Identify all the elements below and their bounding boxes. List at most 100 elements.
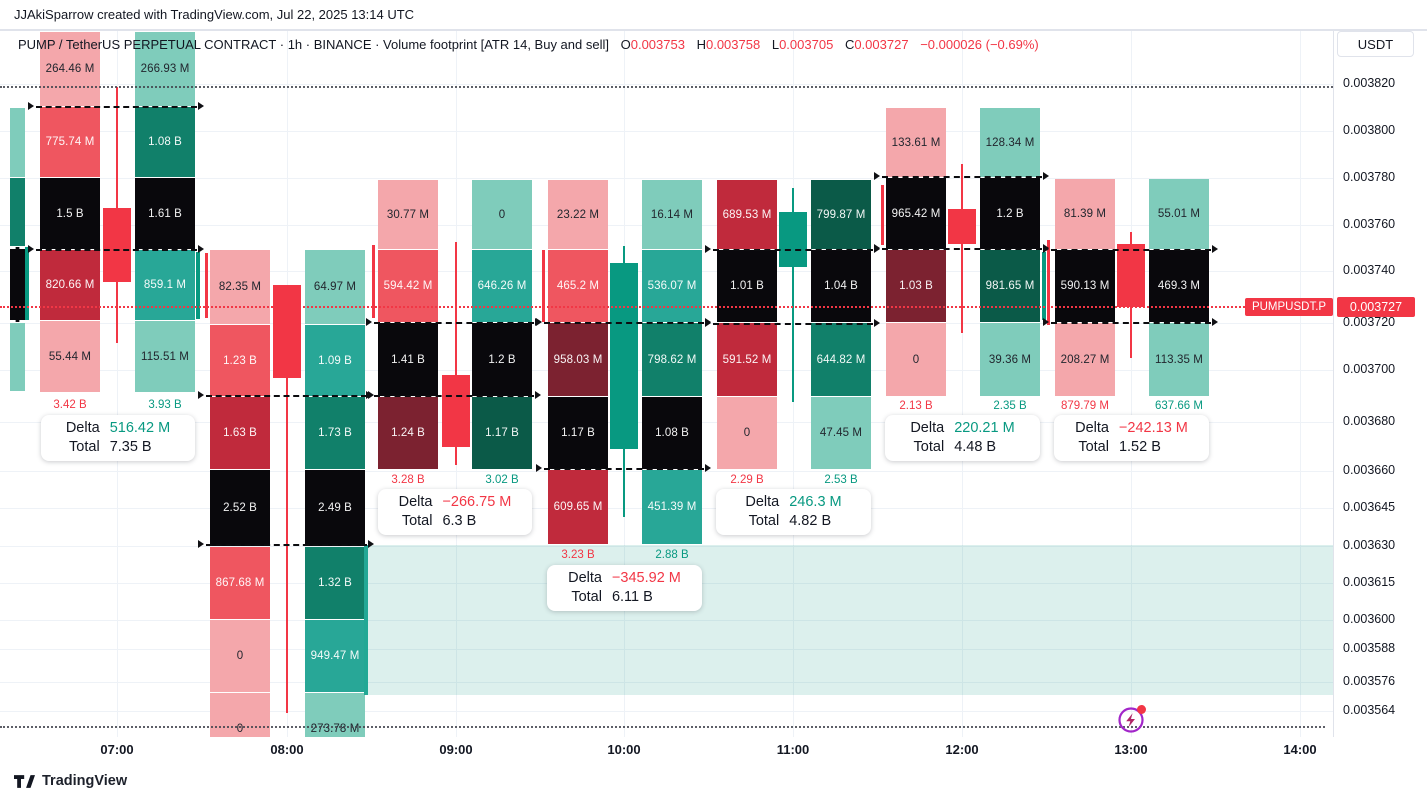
footprint-cell-buy: 128.34 M <box>980 108 1040 177</box>
tradingview-logo-icon[interactable] <box>14 774 35 789</box>
marker-arrow-icon <box>28 102 34 110</box>
total-value: 6.3 B <box>442 513 477 529</box>
time-tick-label: 14:00 <box>1283 742 1317 757</box>
price-axis-divider <box>1333 30 1334 765</box>
delta-total-card: Delta −345.92 M Total 6.11 B <box>547 565 702 611</box>
price-tick-label: 0.003660 <box>1343 463 1396 477</box>
candle-body <box>442 375 470 447</box>
symbol-summary[interactable]: PUMP / TetherUS PERPETUAL CONTRACT · 1h … <box>18 37 609 52</box>
currency-toggle-button[interactable]: USDT <box>1337 31 1414 57</box>
footprint-cell-sell: 0 <box>210 620 270 692</box>
footprint-cell-buy: 1.09 B <box>305 325 365 396</box>
last-price-dotted-line <box>0 306 1245 308</box>
candle-body <box>610 263 638 449</box>
price-tick-label: 0.003760 <box>1343 217 1396 231</box>
footprint-cell-buy: 451.39 M <box>642 470 702 544</box>
candle-body <box>103 208 131 282</box>
price-tick-label: 0.003564 <box>1343 703 1396 717</box>
total-value: 7.35 B <box>109 439 152 455</box>
candle-wick <box>286 285 288 713</box>
atr-range-box <box>365 545 1333 695</box>
marker-arrow-icon <box>366 391 372 399</box>
marker-arrow-icon <box>198 540 204 548</box>
footprint-cell-buy: 113.35 M <box>1149 323 1209 396</box>
price-tick-label: 0.003680 <box>1343 414 1396 428</box>
footprint-cell-sell: 590.13 M <box>1055 250 1115 322</box>
marker-arrow-icon <box>1212 245 1218 253</box>
footer-bar: TradingView <box>0 765 1427 797</box>
total-value: 4.82 B <box>789 513 832 529</box>
open-close-marker-line <box>206 544 367 546</box>
marker-arrow-icon <box>874 319 880 327</box>
open-close-marker-line <box>544 468 704 470</box>
footprint-cell-buy: 55.01 M <box>1149 179 1209 249</box>
candle-body <box>25 247 29 320</box>
time-axis[interactable]: 07:00 08:00 09:00 10:00 11:00 12:00 13:00 14:00 <box>0 737 1427 765</box>
sell-total-label: 3.42 B <box>53 399 87 411</box>
footprint-cell-buy: 47.45 M <box>811 397 871 469</box>
candle-wick <box>455 242 457 465</box>
footprint-cell-sell: 1.63 B <box>210 397 270 469</box>
ohlc-open: O0.003753 <box>620 37 685 52</box>
sell-total-label: 3.23 B <box>561 549 595 561</box>
delta-total-card: Delta 220.21 M Total 4.48 B <box>885 415 1040 461</box>
flash-indicator-icon[interactable] <box>1117 705 1146 734</box>
candle-wick <box>792 188 794 402</box>
footprint-cell-sell: 1.41 B <box>378 323 438 396</box>
imbalance-strip <box>196 252 200 319</box>
imbalance-strip <box>205 253 208 318</box>
footprint-cell-buy: 859.1 M <box>135 250 195 320</box>
footprint-cell-sell: 594.42 M <box>378 250 438 322</box>
footprint-cell-buy: 2.49 B <box>305 470 365 546</box>
sell-total-label: 3.28 B <box>391 474 425 486</box>
total-label: Total <box>69 439 100 455</box>
price-change: −0.000026 (−0.69%) <box>920 37 1039 52</box>
open-close-marker-line <box>882 176 1042 178</box>
tradingview-logo-text[interactable]: TradingView <box>42 773 128 789</box>
price-tick-label: 0.003615 <box>1343 575 1396 589</box>
open-close-marker-line <box>713 323 873 325</box>
total-label: Total <box>913 439 945 455</box>
marker-arrow-icon <box>874 172 880 180</box>
footprint-cell-sell: 82.35 M <box>210 250 270 324</box>
marker-arrow-icon <box>705 245 711 253</box>
marker-arrow-icon <box>1212 318 1218 326</box>
total-value: 6.11 B <box>611 589 653 605</box>
footprint-cell-sell: 1.01 B <box>717 250 777 322</box>
footprint-cell-buy: 64.97 M <box>305 250 365 324</box>
marker-arrow-icon <box>705 464 711 472</box>
imbalance-strip <box>1047 240 1050 325</box>
footprint-cell-sell: 81.39 M <box>1055 179 1115 249</box>
open-close-marker-line <box>374 395 534 397</box>
footprint-cell-buy <box>10 108 25 177</box>
delta-total-card: Delta −242.13 M Total 1.52 B <box>1054 415 1209 461</box>
price-tick-label: 0.003780 <box>1343 170 1396 184</box>
delta-label: Delta <box>1075 420 1109 436</box>
candle-body <box>1117 244 1145 307</box>
footprint-cell-buy: 1.61 B <box>135 178 195 249</box>
notification-dot <box>1137 705 1146 714</box>
delta-value: 220.21 M <box>954 420 1015 436</box>
sell-total-label: 879.79 M <box>1061 400 1109 412</box>
delta-label: Delta <box>398 494 433 510</box>
high-marker-dotted-line <box>0 86 1333 88</box>
price-tick-label: 0.003820 <box>1343 76 1396 90</box>
delta-label: Delta <box>568 570 602 586</box>
candle-body <box>779 212 807 267</box>
total-label: Total <box>1078 439 1109 455</box>
marker-arrow-icon <box>1043 172 1049 180</box>
marker-arrow-icon <box>198 245 204 253</box>
last-price-chip: 0.003727 <box>1337 297 1415 317</box>
price-axis[interactable]: 0.003820 0.003800 0.003780 0.003760 0.003740… <box>1334 0 1427 737</box>
chart-plot-area[interactable]: 264.46 M 266.93 M 775.74 M 1.08 B 1.5 B 1.61 … <box>0 0 1333 737</box>
footprint-cell-buy: 1.08 B <box>642 397 702 469</box>
price-tick-label: 0.003720 <box>1343 315 1396 329</box>
sell-total-label: 2.29 B <box>730 474 764 486</box>
footprint-cell-buy: 798.62 M <box>642 323 702 396</box>
horizontal-gridline <box>0 178 1333 179</box>
marker-arrow-icon <box>1043 318 1049 326</box>
open-close-marker-line <box>882 248 1042 250</box>
footprint-cell-buy: 273.78 M <box>305 693 365 737</box>
buy-total-label: 2.53 B <box>824 474 858 486</box>
